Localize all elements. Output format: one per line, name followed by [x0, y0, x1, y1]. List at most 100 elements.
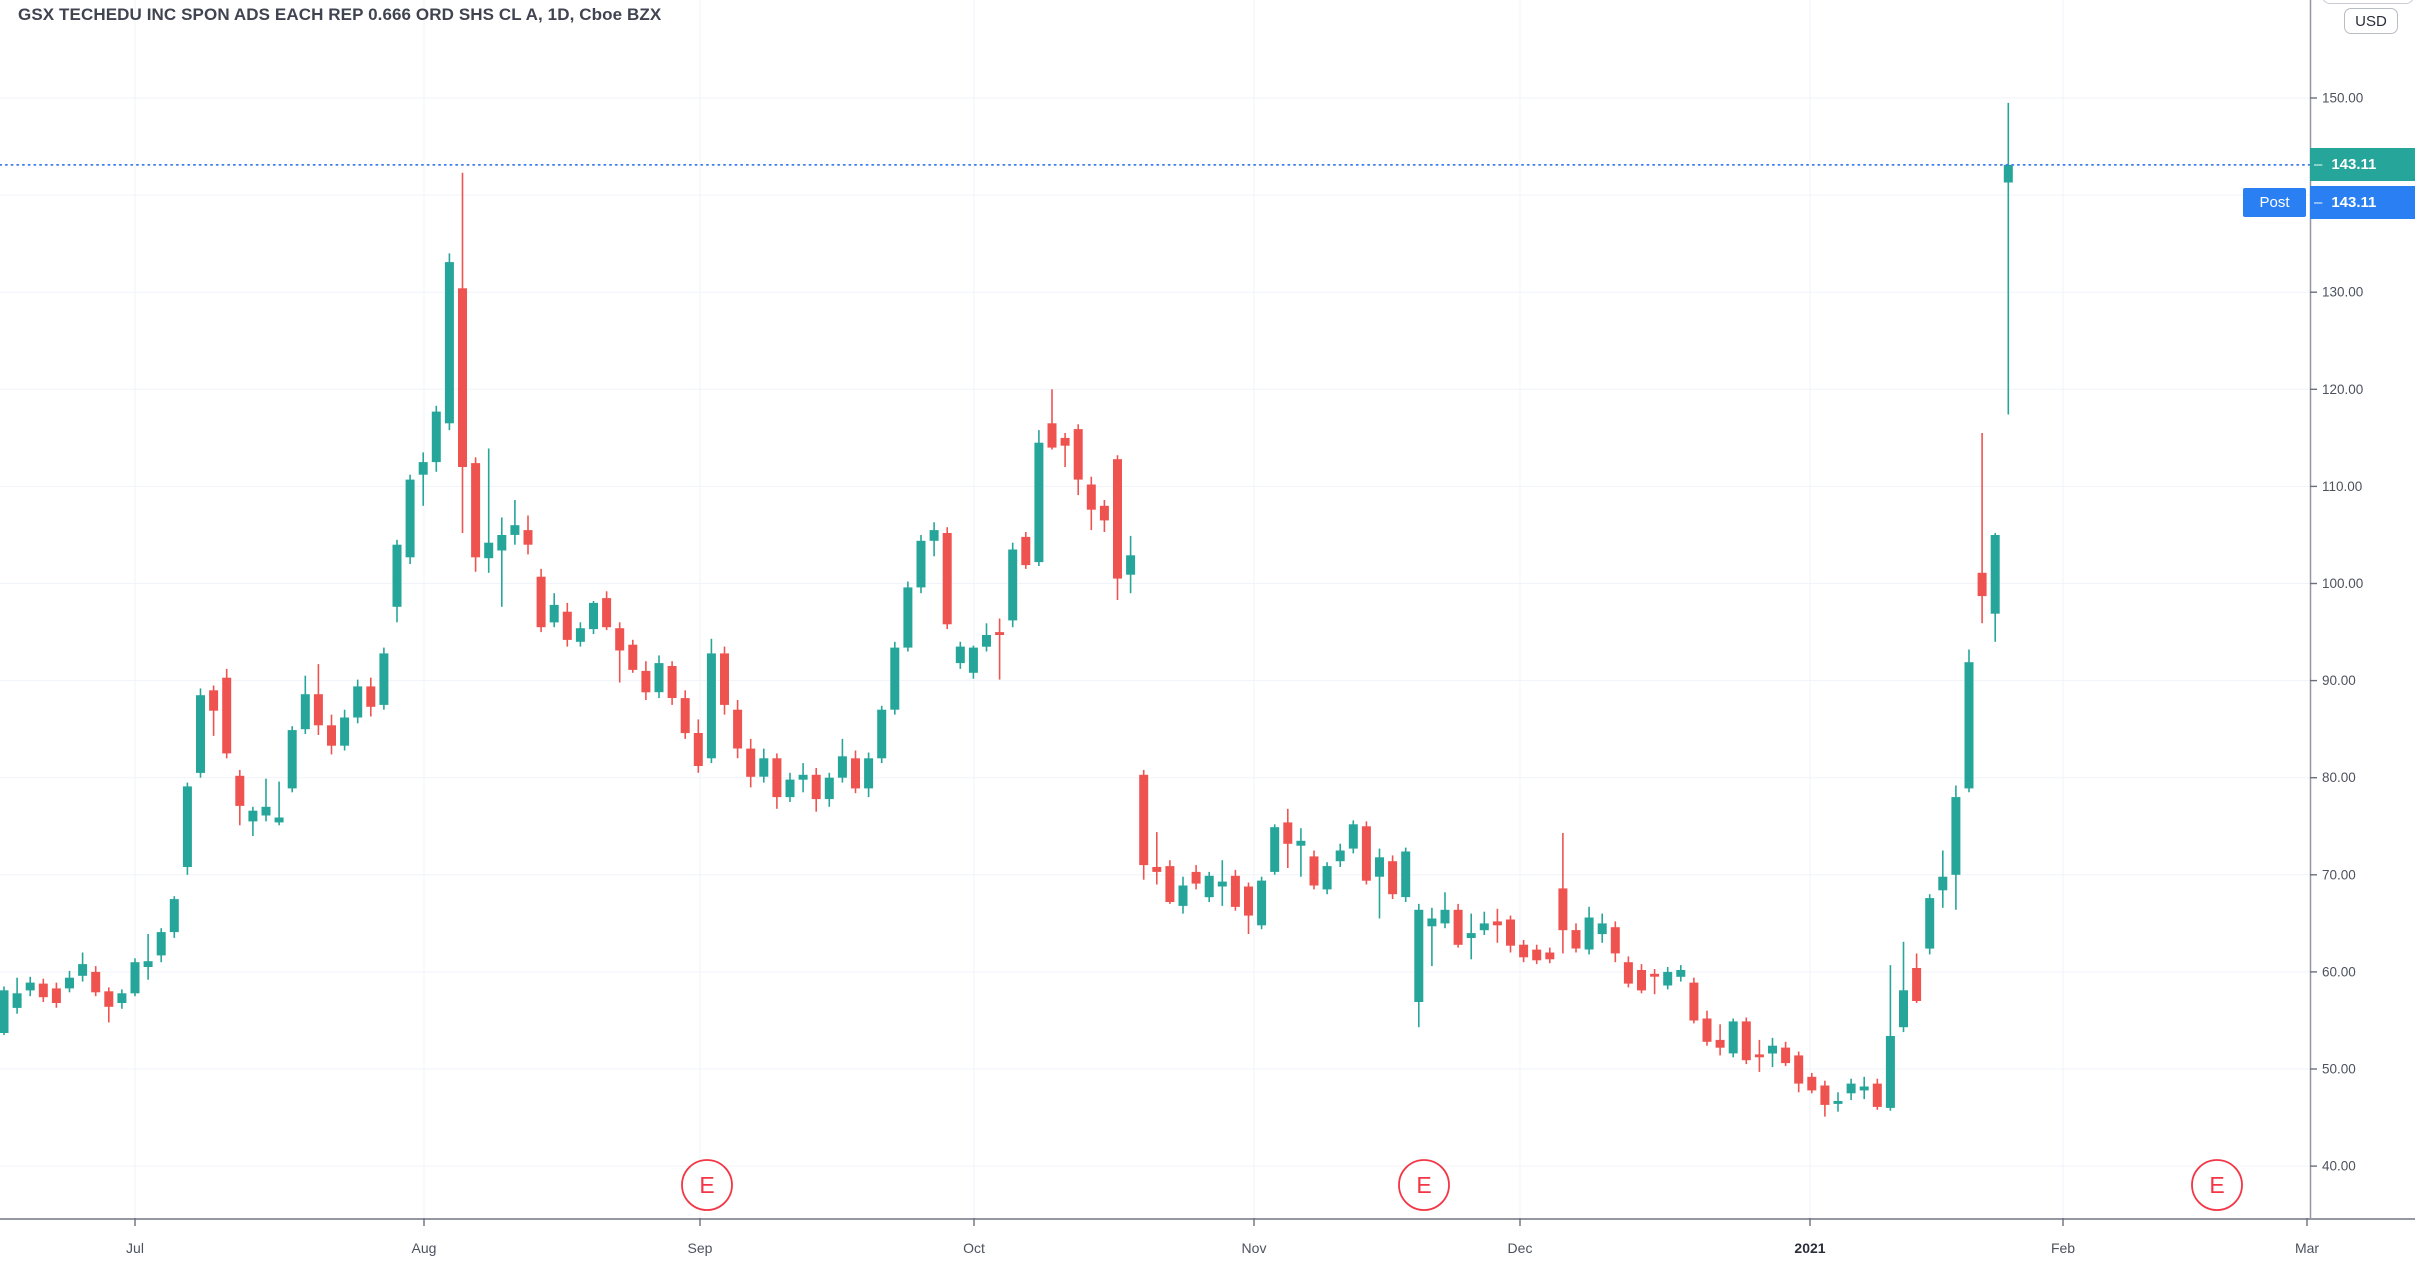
candle[interactable] — [1833, 1092, 1843, 1112]
candle[interactable] — [1859, 1076, 1869, 1100]
candlestick-series[interactable] — [0, 102, 2013, 1117]
candle[interactable] — [1584, 906, 1594, 955]
candle[interactable] — [1401, 847, 1411, 902]
candle[interactable] — [1453, 903, 1463, 948]
candle[interactable] — [903, 581, 913, 652]
candle[interactable] — [733, 700, 743, 759]
candle[interactable] — [955, 641, 965, 669]
candle[interactable] — [1715, 1024, 1725, 1056]
currency-button[interactable]: USD — [2344, 8, 2398, 34]
candle[interactable] — [693, 719, 703, 773]
candle[interactable] — [222, 668, 232, 759]
candle[interactable] — [1885, 965, 1895, 1111]
candle[interactable] — [1466, 913, 1476, 960]
candle[interactable] — [418, 452, 428, 506]
candle[interactable] — [169, 896, 179, 938]
candle[interactable] — [536, 568, 546, 633]
candle[interactable] — [641, 661, 651, 700]
candle[interactable] — [1191, 865, 1201, 890]
candle[interactable] — [65, 970, 74, 993]
candle[interactable] — [1899, 941, 1908, 1033]
candle[interactable] — [1741, 1017, 1751, 1065]
candle[interactable] — [1113, 455, 1122, 600]
candle[interactable] — [261, 778, 271, 822]
candle[interactable] — [366, 677, 376, 717]
candle[interactable] — [182, 782, 192, 875]
candle[interactable] — [864, 752, 874, 798]
candle[interactable] — [1257, 876, 1267, 930]
candle[interactable] — [1414, 903, 1424, 1028]
candle[interactable] — [916, 535, 926, 594]
candle[interactable] — [1728, 1018, 1738, 1058]
candle[interactable] — [1637, 964, 1646, 994]
candle[interactable] — [1047, 389, 1057, 450]
candle[interactable] — [1623, 956, 1633, 988]
candle[interactable] — [968, 645, 978, 679]
candle[interactable] — [117, 989, 127, 1009]
candle[interactable] — [785, 772, 795, 802]
candle[interactable] — [1283, 808, 1293, 868]
candle[interactable] — [549, 593, 559, 628]
toolbar-partial-button[interactable] — [2322, 0, 2414, 4]
candle[interactable] — [1388, 855, 1398, 900]
candle[interactable] — [51, 982, 61, 1008]
candle[interactable] — [12, 977, 22, 1014]
candle[interactable] — [1178, 876, 1188, 914]
earnings-marker[interactable]: E — [1398, 1159, 1450, 1211]
candle[interactable] — [877, 705, 887, 764]
candle[interactable] — [1492, 908, 1502, 943]
candle[interactable] — [1244, 882, 1253, 934]
candle[interactable] — [1217, 860, 1227, 906]
candle[interactable] — [248, 806, 258, 836]
candle[interactable] — [1519, 939, 1529, 963]
candle[interactable] — [1597, 913, 1607, 943]
candle[interactable] — [1008, 542, 1018, 628]
candle[interactable] — [209, 685, 219, 736]
candle[interactable] — [1230, 869, 1240, 911]
candle[interactable] — [995, 618, 1005, 680]
candle[interactable] — [156, 928, 166, 963]
candle[interactable] — [1964, 649, 1974, 793]
candle[interactable] — [1099, 500, 1109, 532]
candle[interactable] — [1152, 832, 1162, 885]
candle[interactable] — [78, 952, 88, 982]
candle[interactable] — [1322, 862, 1332, 895]
candle[interactable] — [1427, 907, 1437, 967]
candle[interactable] — [25, 976, 35, 997]
candle[interactable] — [104, 987, 114, 1023]
candle[interactable] — [602, 591, 612, 631]
candle[interactable] — [340, 709, 350, 751]
candle[interactable] — [628, 639, 638, 673]
candle[interactable] — [196, 688, 205, 778]
candle[interactable] — [2003, 102, 2013, 415]
candle[interactable] — [1872, 1078, 1882, 1110]
candle[interactable] — [942, 527, 952, 630]
candle[interactable] — [379, 647, 389, 710]
candle[interactable] — [523, 515, 533, 555]
candle[interactable] — [811, 768, 821, 812]
candle[interactable] — [1702, 1010, 1712, 1046]
candle[interactable] — [746, 738, 756, 788]
candle[interactable] — [1938, 850, 1948, 908]
candle[interactable] — [484, 448, 494, 573]
candle[interactable] — [654, 655, 664, 699]
candle[interactable] — [1663, 967, 1673, 990]
candle[interactable] — [1925, 894, 1935, 955]
candle[interactable] — [1034, 430, 1044, 566]
candle[interactable] — [287, 726, 297, 793]
candle[interactable] — [1820, 1080, 1830, 1117]
candle[interactable] — [1073, 424, 1083, 496]
symbol-title[interactable]: GSX TECHEDU INC SPON ADS EACH REP 0.666 … — [18, 5, 662, 24]
candle[interactable] — [1807, 1072, 1817, 1094]
candle[interactable] — [1781, 1041, 1791, 1067]
candle[interactable] — [562, 602, 572, 647]
candle[interactable] — [1021, 532, 1031, 569]
candle[interactable] — [1335, 843, 1345, 867]
candle[interactable] — [1768, 1037, 1777, 1068]
candle[interactable] — [510, 500, 520, 545]
earnings-marker[interactable]: E — [681, 1159, 733, 1211]
candle[interactable] — [1479, 911, 1489, 935]
candle[interactable] — [1204, 871, 1214, 902]
